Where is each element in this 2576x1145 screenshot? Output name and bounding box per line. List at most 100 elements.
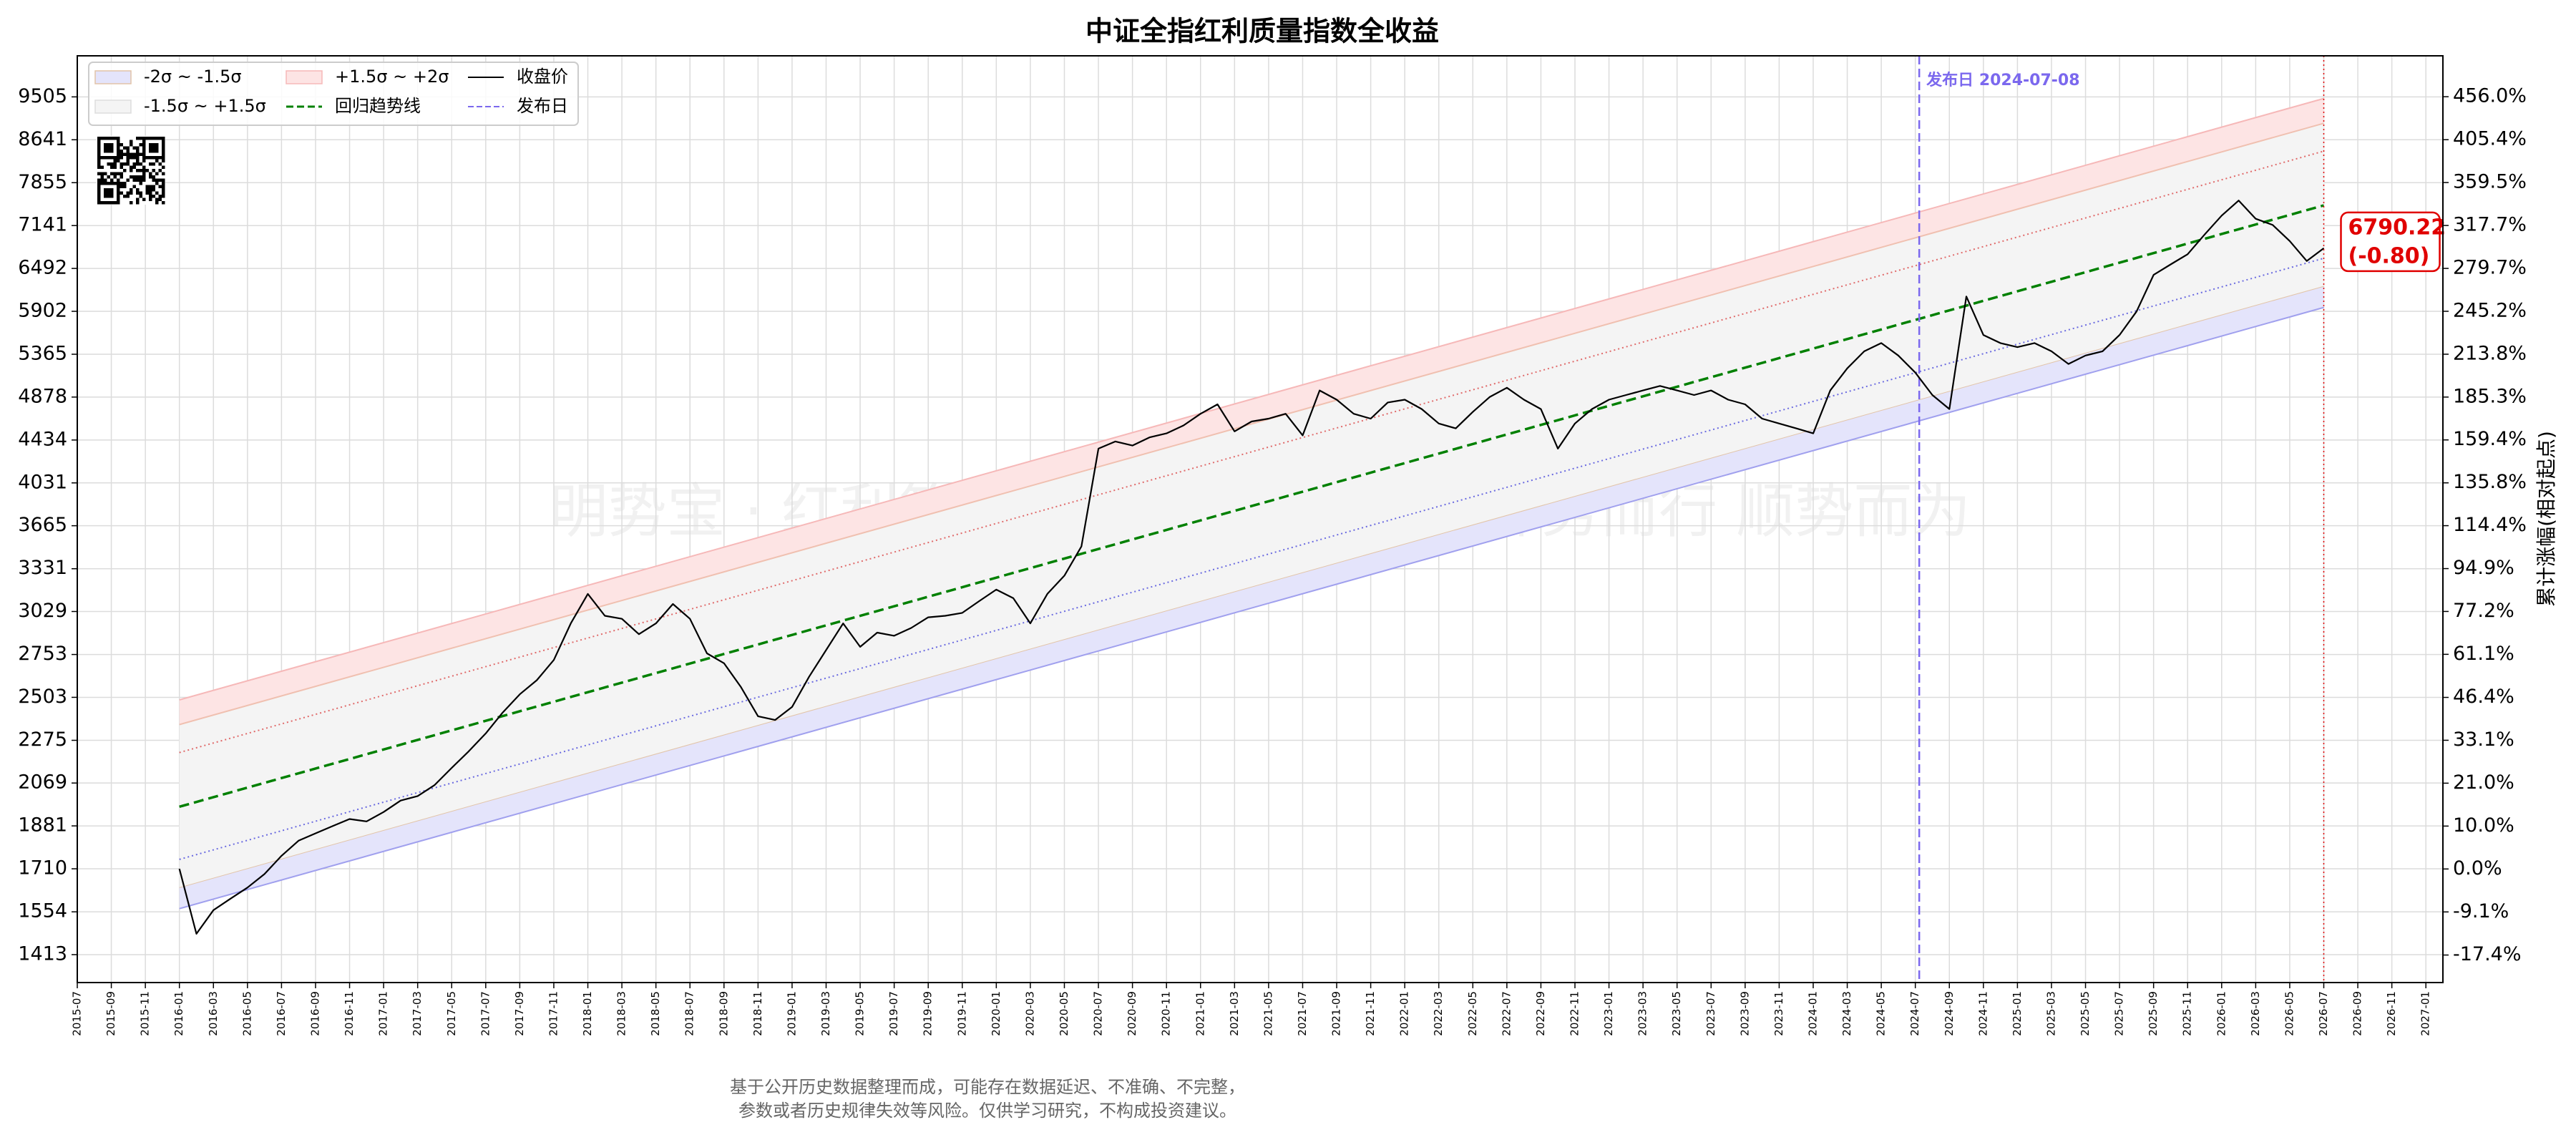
legend-swatch xyxy=(94,70,132,84)
qr-cell xyxy=(152,169,155,172)
qr-cell xyxy=(110,137,114,140)
y-tick-label: 9505 xyxy=(18,85,67,107)
y2-axis-label: 累计涨幅(相对起点) xyxy=(2534,431,2558,607)
x-tick-label: 2025-01 xyxy=(2011,991,2024,1036)
qr-cell xyxy=(107,188,110,192)
x-tick-label: 2018-05 xyxy=(649,991,662,1036)
qr-cell xyxy=(104,191,107,195)
qr-cell xyxy=(100,201,104,205)
plot-frame xyxy=(77,55,2444,983)
band-edge xyxy=(179,122,2324,726)
x-tick-label: 2023-09 xyxy=(1738,991,1751,1036)
y2-tick-label: 33.1% xyxy=(2453,729,2514,751)
qr-cell xyxy=(119,175,123,179)
qr-cell xyxy=(162,165,165,169)
x-tick-label: 2022-05 xyxy=(1466,991,1479,1036)
qr-cell xyxy=(110,150,114,153)
x-tick-label: 2017-11 xyxy=(547,991,560,1036)
x-tick-label: 2024-01 xyxy=(1806,991,1819,1036)
qr-cell xyxy=(104,195,107,198)
qr-cell xyxy=(145,156,149,160)
x-tick-label: 2015-07 xyxy=(71,991,84,1036)
x-tick-label: 2026-11 xyxy=(2385,991,2398,1036)
qr-cell xyxy=(113,172,117,175)
x-tick-label: 2020-05 xyxy=(1058,991,1070,1036)
qr-cell xyxy=(97,156,101,160)
y-tick-label: 1710 xyxy=(18,857,67,880)
y2-tick-label: 46.4% xyxy=(2453,686,2514,708)
x-tick-label: 2019-01 xyxy=(785,991,798,1036)
y-tick-label: 8641 xyxy=(18,128,67,150)
x-tick-label: 2019-09 xyxy=(922,991,935,1036)
qr-cell xyxy=(155,146,159,150)
x-tick-label: 2024-03 xyxy=(1840,991,1853,1036)
x-tick-label: 2020-11 xyxy=(1160,991,1173,1036)
x-tick-label: 2023-07 xyxy=(1704,991,1717,1036)
y-tick-label: 3331 xyxy=(18,557,67,579)
qr-cell xyxy=(104,156,107,160)
x-tick-label: 2019-05 xyxy=(854,991,867,1036)
qr-cell xyxy=(162,178,165,182)
qr-cell xyxy=(97,191,101,195)
x-tick-label: 2026-05 xyxy=(2283,991,2296,1036)
qr-cell xyxy=(117,150,120,153)
qr-cell xyxy=(119,152,123,156)
y-tick-label: 7855 xyxy=(18,171,67,193)
qr-cell xyxy=(117,152,120,156)
qr-cell xyxy=(117,159,120,162)
x-tick-label: 2024-09 xyxy=(1943,991,1956,1036)
plot-area xyxy=(178,56,2325,983)
qr-cell xyxy=(142,143,146,147)
y-tick-label: 2753 xyxy=(18,643,67,665)
qr-cell xyxy=(158,137,162,140)
qr-cell xyxy=(136,178,140,182)
qr-cell xyxy=(97,178,101,182)
x-tick-label: 2026-07 xyxy=(2317,991,2330,1036)
qr-cell xyxy=(97,185,101,188)
qr-cell xyxy=(117,198,120,201)
qr-cell xyxy=(130,175,133,179)
y-tick-label: 1413 xyxy=(18,942,67,965)
qr-cell xyxy=(117,172,120,175)
qr-cell xyxy=(130,169,133,172)
qr-cell xyxy=(104,137,107,140)
qr-cell xyxy=(104,201,107,205)
qr-cell xyxy=(158,156,162,160)
qr-code xyxy=(97,136,165,205)
qr-cell xyxy=(113,175,117,179)
qr-cell xyxy=(136,191,140,195)
qr-cell xyxy=(110,195,114,198)
legend-label: +1.5σ ~ +2σ xyxy=(335,67,449,87)
qr-cell xyxy=(152,175,155,179)
qr-cell xyxy=(145,169,149,172)
qr-cell xyxy=(162,146,165,150)
annotation-box xyxy=(2340,211,2441,273)
qr-cell xyxy=(117,137,120,140)
qr-cell xyxy=(149,162,152,166)
qr-cell xyxy=(136,198,140,201)
qr-cell xyxy=(104,182,107,185)
legend-label: -2σ ~ -1.5σ xyxy=(144,67,242,87)
qr-cell xyxy=(139,182,142,185)
qr-cell xyxy=(104,172,107,175)
qr-cell xyxy=(97,162,101,166)
x-tick-label: 2021-11 xyxy=(1364,991,1377,1036)
qr-cell xyxy=(142,140,146,143)
x-tick-label: 2024-05 xyxy=(1875,991,1888,1036)
legend-swatch xyxy=(286,70,323,84)
qr-cell xyxy=(152,150,155,153)
y2-tick-label: 159.4% xyxy=(2453,428,2527,450)
qr-cell xyxy=(97,188,101,192)
qr-cell xyxy=(132,146,136,150)
qr-cell xyxy=(113,162,117,166)
qr-cell xyxy=(113,182,117,185)
qr-cell xyxy=(162,191,165,195)
qr-cell xyxy=(152,185,155,188)
qr-cell xyxy=(126,195,130,198)
qr-cell xyxy=(107,156,110,160)
qr-cell xyxy=(136,175,140,179)
annotation-text: (-0.80) xyxy=(2348,243,2430,268)
qr-cell xyxy=(126,152,130,156)
qr-cell xyxy=(119,162,123,166)
